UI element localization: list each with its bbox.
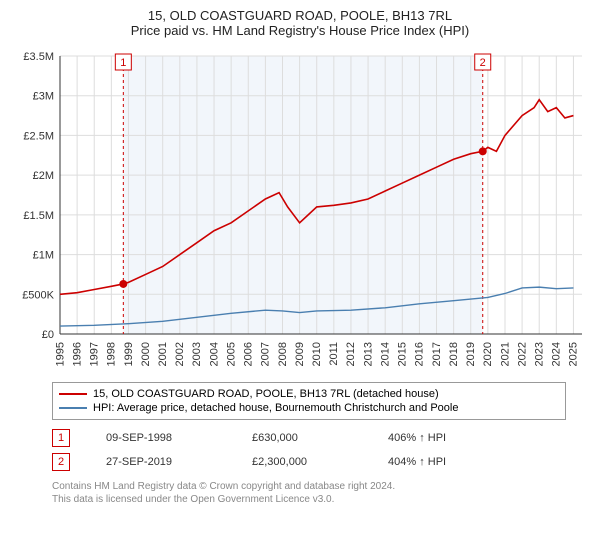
svg-text:2011: 2011	[328, 342, 340, 366]
svg-text:1: 1	[120, 57, 126, 69]
svg-text:2021: 2021	[499, 342, 511, 366]
chart-title-line1: 15, OLD COASTGUARD ROAD, POOLE, BH13 7RL	[10, 8, 590, 23]
svg-text:2023: 2023	[534, 342, 546, 366]
marker-pct: 406% ↑ HPI	[388, 432, 508, 444]
svg-text:2005: 2005	[225, 342, 237, 366]
legend-item-price-paid: 15, OLD COASTGUARD ROAD, POOLE, BH13 7RL…	[59, 387, 559, 401]
svg-text:2020: 2020	[482, 342, 494, 366]
footnote: Contains HM Land Registry data © Crown c…	[52, 480, 590, 506]
legend-label: HPI: Average price, detached house, Bour…	[93, 402, 458, 414]
svg-text:2025: 2025	[568, 342, 580, 366]
svg-text:£3.5M: £3.5M	[23, 51, 54, 63]
svg-text:2017: 2017	[431, 342, 443, 366]
svg-text:2013: 2013	[362, 342, 374, 366]
marker-row: 2 27-SEP-2019 £2,300,000 404% ↑ HPI	[52, 450, 590, 474]
svg-text:£2M: £2M	[33, 170, 54, 182]
svg-text:2007: 2007	[260, 342, 272, 366]
legend: 15, OLD COASTGUARD ROAD, POOLE, BH13 7RL…	[52, 382, 566, 420]
svg-text:2001: 2001	[157, 342, 169, 366]
svg-text:2018: 2018	[448, 342, 460, 366]
svg-text:2016: 2016	[414, 342, 426, 366]
svg-text:£500K: £500K	[22, 289, 54, 301]
svg-text:2009: 2009	[294, 342, 306, 366]
legend-swatch	[59, 407, 87, 409]
svg-text:2002: 2002	[174, 342, 186, 366]
chart-title-line2: Price paid vs. HM Land Registry's House …	[10, 23, 590, 38]
svg-text:2012: 2012	[345, 342, 357, 366]
footnote-line1: Contains HM Land Registry data © Crown c…	[52, 480, 590, 493]
svg-text:2004: 2004	[208, 342, 220, 366]
line-chart: £0 £500K £1M £1.5M £2M £2.5M £3M £3.5M 1995 1996 1…	[10, 46, 590, 376]
svg-text:2019: 2019	[465, 342, 477, 366]
svg-text:2006: 2006	[243, 342, 255, 366]
svg-text:2014: 2014	[379, 342, 391, 366]
footnote-line2: This data is licensed under the Open Gov…	[52, 493, 590, 506]
svg-text:2003: 2003	[191, 342, 203, 366]
svg-text:£2.5M: £2.5M	[23, 130, 54, 142]
svg-text:£0: £0	[42, 329, 54, 341]
svg-text:2024: 2024	[551, 342, 563, 366]
marker-pct: 404% ↑ HPI	[388, 456, 508, 468]
marker-table: 1 09-SEP-1998 £630,000 406% ↑ HPI 2 27-S…	[52, 426, 590, 474]
legend-swatch	[59, 393, 87, 395]
marker-date: 27-SEP-2019	[106, 456, 216, 468]
marker-row: 1 09-SEP-1998 £630,000 406% ↑ HPI	[52, 426, 590, 450]
svg-text:1996: 1996	[71, 342, 83, 366]
svg-text:2010: 2010	[311, 342, 323, 366]
svg-text:1995: 1995	[54, 342, 66, 366]
svg-text:1998: 1998	[106, 342, 118, 366]
svg-text:2015: 2015	[397, 342, 409, 366]
chart-area: £0 £500K £1M £1.5M £2M £2.5M £3M £3.5M 1995 1996 1…	[10, 46, 590, 376]
marker-price: £630,000	[252, 432, 352, 444]
marker-date: 09-SEP-1998	[106, 432, 216, 444]
svg-text:1997: 1997	[89, 342, 101, 366]
svg-text:£1M: £1M	[33, 250, 54, 262]
svg-text:£1.5M: £1.5M	[23, 210, 54, 222]
svg-text:2022: 2022	[516, 342, 528, 366]
marker-badge-1: 1	[52, 429, 70, 447]
svg-text:£3M: £3M	[33, 91, 54, 103]
svg-text:1999: 1999	[123, 342, 135, 366]
svg-text:2008: 2008	[277, 342, 289, 366]
marker-badge-2: 2	[52, 453, 70, 471]
marker-price: £2,300,000	[252, 456, 352, 468]
legend-item-hpi: HPI: Average price, detached house, Bour…	[59, 401, 559, 415]
svg-text:2000: 2000	[140, 342, 152, 366]
svg-text:2: 2	[480, 57, 486, 69]
legend-label: 15, OLD COASTGUARD ROAD, POOLE, BH13 7RL…	[93, 388, 439, 400]
